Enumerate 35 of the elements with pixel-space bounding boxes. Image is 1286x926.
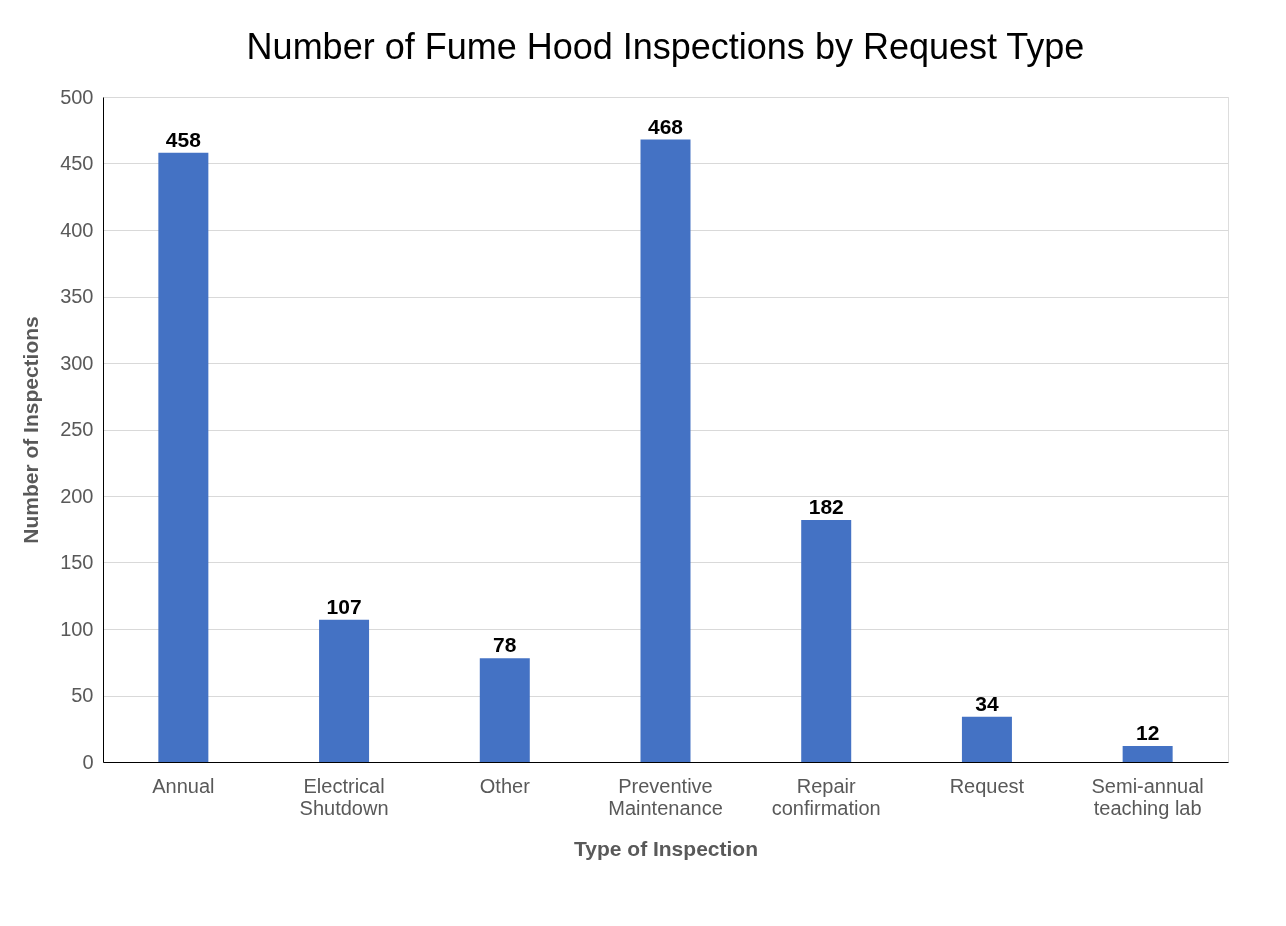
x-tick-label: Other bbox=[479, 774, 531, 797]
y-tick-label: 450 bbox=[60, 152, 94, 174]
data-label: 78 bbox=[493, 633, 517, 657]
y-tick-label: 300 bbox=[60, 351, 94, 374]
y-tick-label: 500 bbox=[60, 85, 94, 108]
bar bbox=[1122, 746, 1173, 762]
x-tick-label: Preventive Maintenance bbox=[608, 774, 723, 819]
y-tick-label: 0 bbox=[82, 750, 94, 773]
x-tick-label: Electrical Shutdown bbox=[299, 774, 389, 819]
x-tick-label: Request bbox=[949, 774, 1025, 797]
y-tick-label: 250 bbox=[60, 418, 94, 440]
data-label: 34 bbox=[975, 691, 999, 715]
x-axis-title: Type of Inspection bbox=[574, 836, 758, 860]
data-label: 458 bbox=[165, 127, 202, 151]
y-tick-label: 350 bbox=[60, 285, 94, 307]
data-label: 468 bbox=[647, 114, 684, 138]
data-label: 12 bbox=[1135, 721, 1160, 745]
x-tick-label: Repair confirmation bbox=[771, 774, 881, 819]
bar bbox=[801, 519, 852, 762]
y-tick-label: 50 bbox=[71, 684, 94, 706]
y-tick-label: 100 bbox=[60, 617, 94, 640]
bar bbox=[158, 152, 209, 762]
y-tick-label: 400 bbox=[60, 218, 94, 241]
y-tick-label: 150 bbox=[60, 551, 94, 573]
bar bbox=[961, 716, 1012, 762]
bar bbox=[640, 139, 691, 762]
y-axis-title: Number of Inspections bbox=[19, 316, 43, 544]
y-tick-label: 200 bbox=[60, 484, 94, 507]
bar bbox=[319, 619, 370, 762]
data-label: 182 bbox=[808, 494, 844, 518]
bar bbox=[479, 658, 530, 762]
chart-title: Number of Fume Hood Inspections by Request Type bbox=[246, 26, 1085, 67]
x-tick-label: Annual bbox=[152, 774, 215, 797]
data-label: 107 bbox=[326, 594, 362, 618]
x-tick-label: Semi-annual teaching lab bbox=[1091, 774, 1204, 819]
